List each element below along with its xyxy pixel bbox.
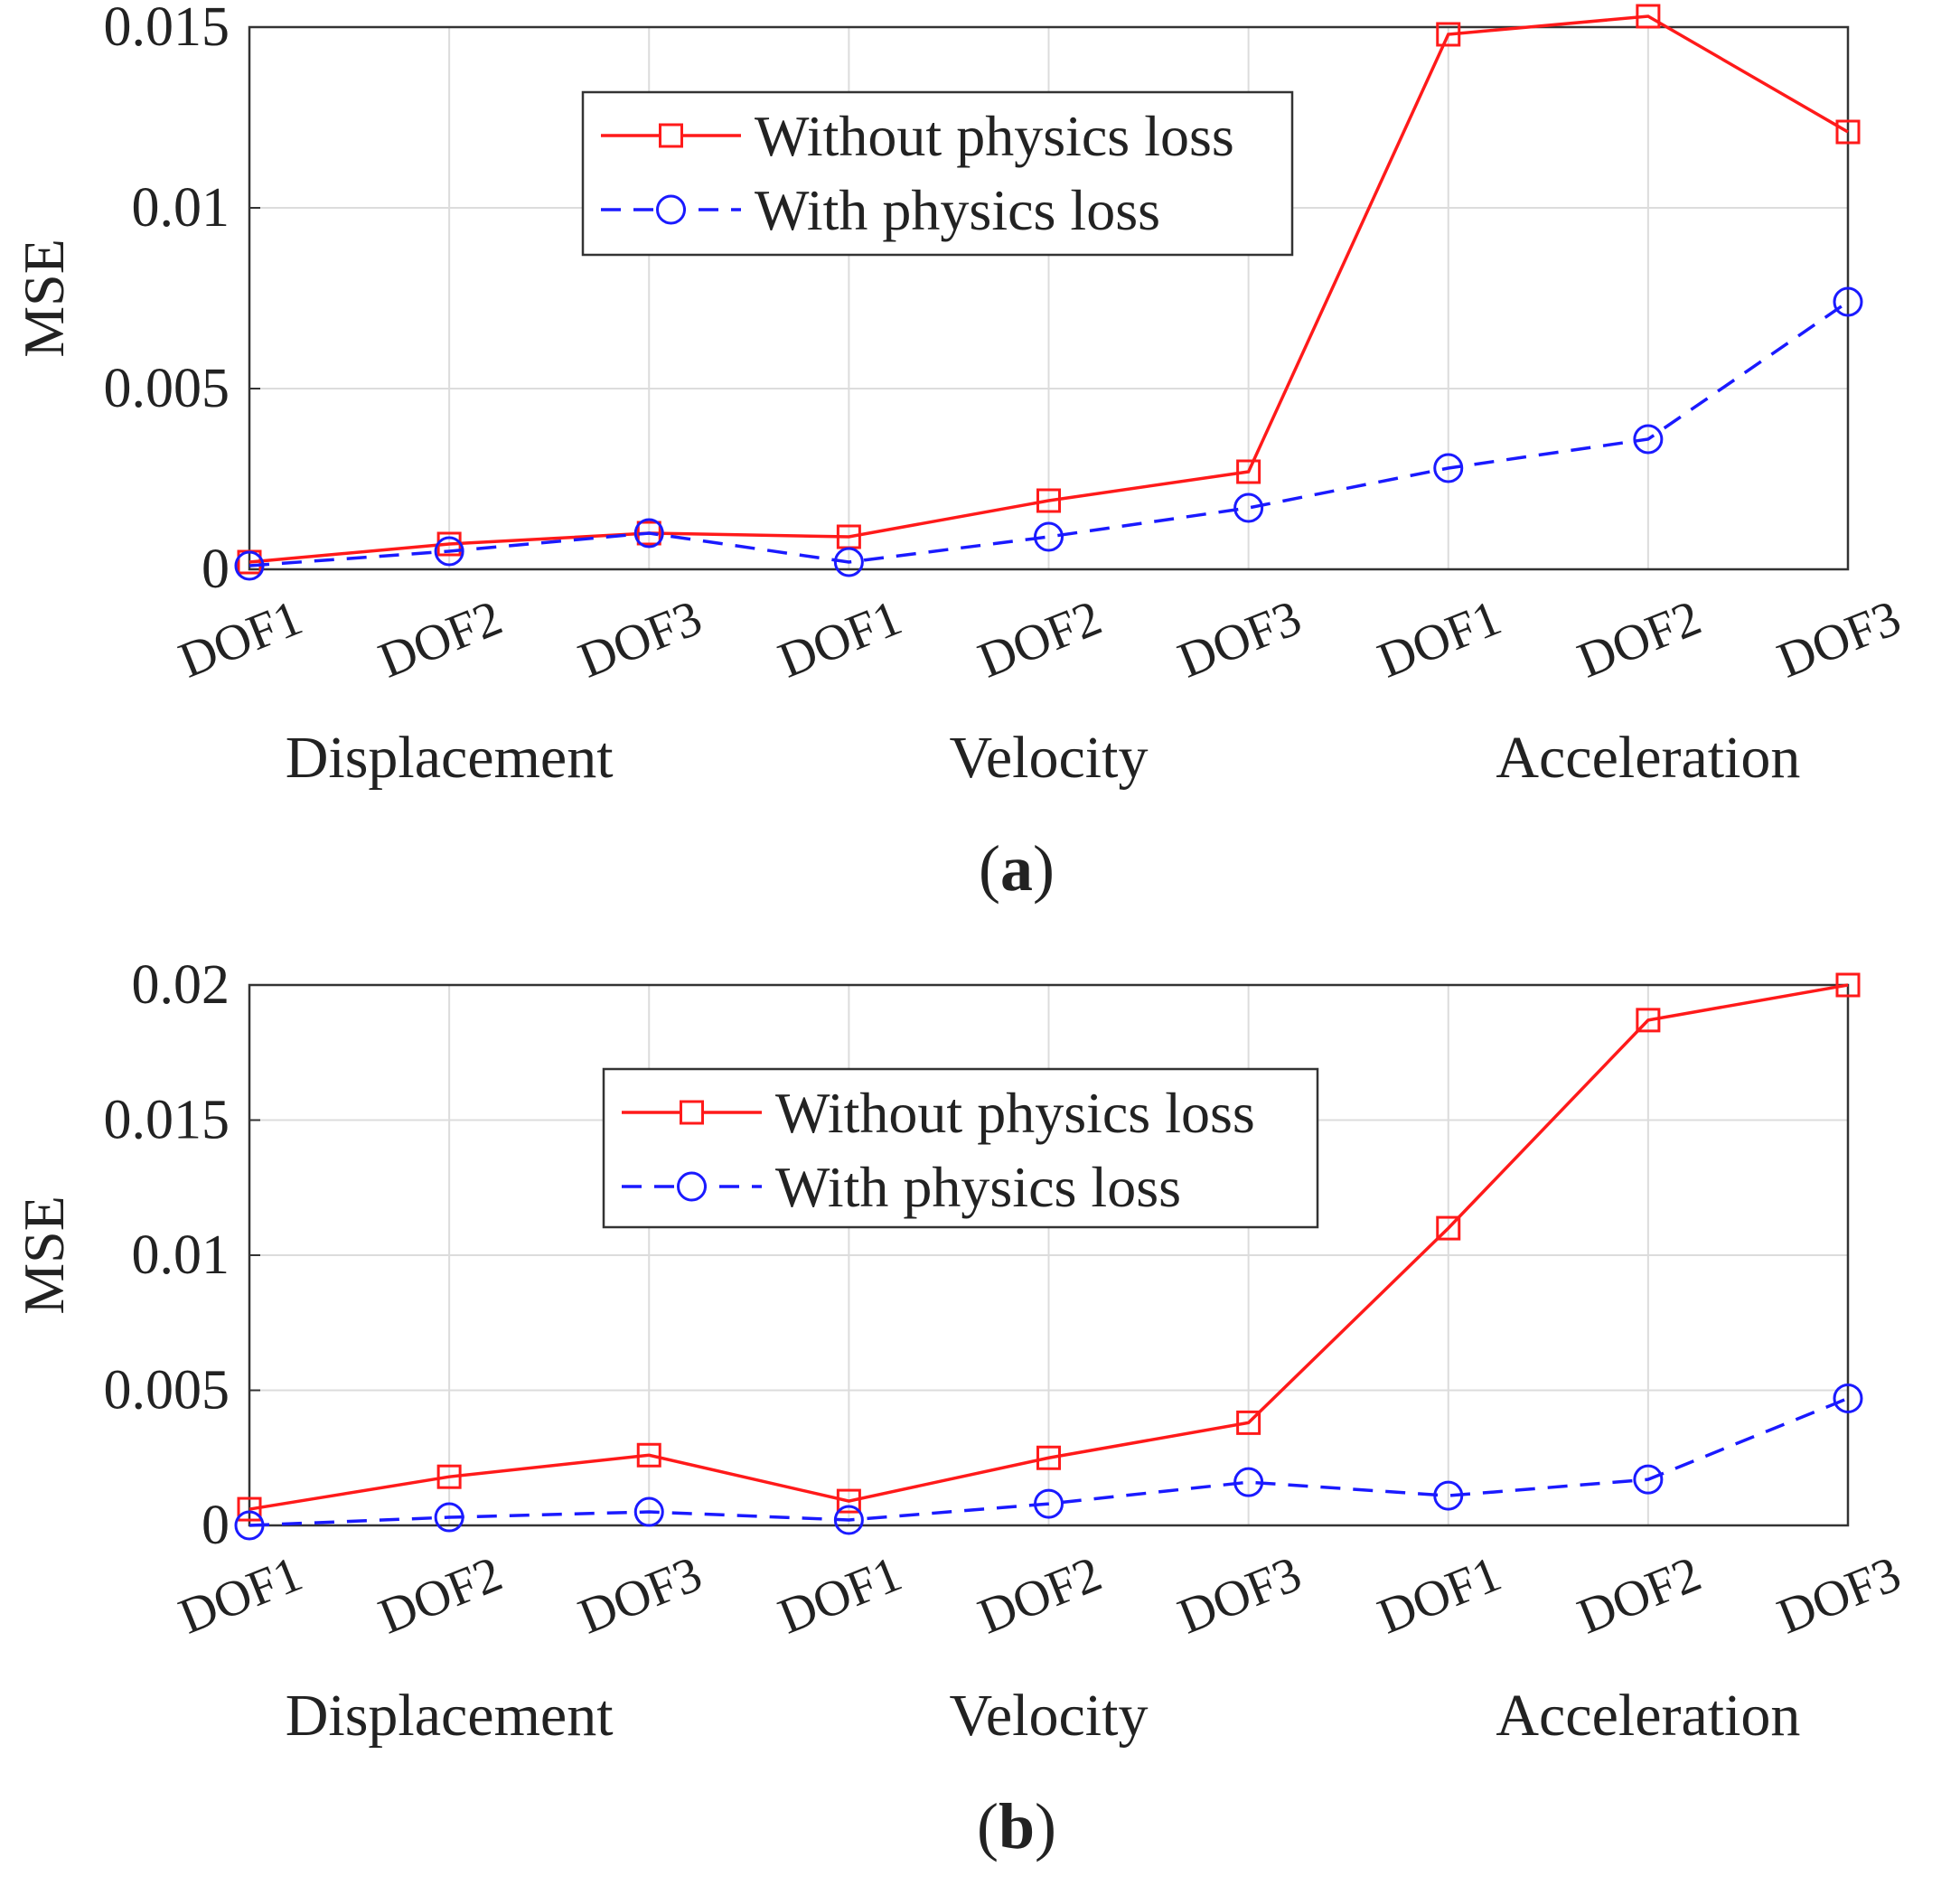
data-point-square (237, 1496, 262, 1522)
legend-marker-square (680, 1100, 704, 1125)
y-tick-label: 0.005 (104, 358, 230, 419)
x-tick-label: DOF2 (1571, 590, 1709, 690)
x-tick-label: DOF1 (172, 1546, 310, 1646)
data-point-circle (1833, 1383, 1863, 1413)
y-tick-label: 0.005 (104, 1360, 230, 1421)
x-tick-label: DOF2 (971, 590, 1109, 690)
group-label-displacement: Displacement (286, 1683, 614, 1749)
series-line (249, 14, 1849, 564)
data-point-square (1036, 488, 1061, 513)
data-point-circle (633, 1496, 664, 1527)
data-point-square (1835, 119, 1861, 145)
plot-area-frame (248, 25, 1850, 571)
group-label-velocity: Velocity (950, 1683, 1149, 1749)
chart-panel-b: 0 0.005 0.01 0.015 0.02 DOF1 DOF2 DOF3 DOF1 DOF2 D… (12, 954, 1908, 1862)
data-point-square (1636, 4, 1661, 29)
data-point-circle (1233, 1467, 1264, 1497)
x-tick-label: DOF3 (571, 590, 709, 690)
panel-caption-letter: a (1000, 832, 1033, 905)
data-point-circle (633, 518, 664, 549)
series-line (249, 1396, 1849, 1527)
y-axis-label: MSE (12, 239, 76, 358)
grid (249, 984, 1849, 1526)
series-line (249, 300, 1849, 568)
group-label-displacement: Displacement (286, 725, 614, 791)
legend-box (602, 1067, 1319, 1229)
data-point-square (636, 1442, 661, 1468)
data-point-circle (1633, 424, 1664, 455)
legend-entry-label: Without physics loss (755, 104, 1234, 168)
data-point-circle (1433, 1480, 1464, 1511)
data-point-circle (434, 536, 464, 567)
y-tick-label: 0.015 (104, 1090, 230, 1151)
y-tick-label: 0.01 (132, 177, 230, 239)
x-tick-label: DOF2 (971, 1546, 1109, 1646)
y-axis-label: MSE (12, 1196, 76, 1315)
data-point-circle (833, 1505, 864, 1535)
y-tick-label: 0 (202, 539, 230, 600)
series-with-physics-loss (234, 286, 1863, 581)
data-point-circle (1034, 1488, 1064, 1519)
data-point-square (1236, 459, 1261, 484)
x-tick-label: DOF3 (1170, 590, 1308, 690)
x-tick-label: DOF1 (1371, 1546, 1509, 1646)
data-point-circle (1633, 1464, 1664, 1495)
legend-entry-label: With physics loss (755, 178, 1160, 242)
data-point-circle (234, 1510, 265, 1541)
legend-marker-circle (677, 1171, 707, 1202)
x-tick-label: DOF3 (1770, 590, 1908, 690)
data-point-square (636, 521, 661, 546)
legend-marker-circle (656, 194, 686, 225)
y-tick-label: 0.01 (132, 1224, 230, 1286)
data-point-square (1036, 1445, 1061, 1470)
x-tick-label: DOF1 (1371, 590, 1509, 690)
group-label-acceleration: Acceleration (1496, 1683, 1800, 1749)
data-point-circle (1833, 286, 1863, 317)
legend: Without physics loss With physics loss (602, 1067, 1319, 1229)
series-with-physics-loss (234, 1383, 1863, 1541)
x-tick-label: DOF3 (1770, 1546, 1908, 1646)
series-without-physics-loss (237, 972, 1861, 1522)
data-point-square (1436, 1215, 1461, 1241)
legend: Without physics loss With physics loss (581, 90, 1294, 257)
legend-entry-label: Without physics loss (775, 1081, 1255, 1145)
chart-panel-a: 0 0.005 0.01 0.015 DOF1 DOF2 DOF3 DOF1 DOF2 DOF3 D… (12, 0, 1908, 905)
y-tick-label: 0.02 (132, 954, 230, 1016)
data-point-square (836, 1488, 861, 1514)
data-point-square (1236, 1410, 1261, 1435)
y-tick-label: 0 (202, 1495, 230, 1556)
data-point-circle (1233, 493, 1264, 523)
x-tick-label: DOF1 (771, 590, 909, 690)
data-point-circle (833, 547, 864, 577)
data-point-circle (434, 1502, 464, 1533)
legend-marker-square (659, 123, 683, 148)
legend-box (581, 90, 1294, 257)
data-point-square (436, 1464, 462, 1489)
data-point-circle (234, 550, 265, 581)
panel-caption: (b) (977, 1790, 1056, 1862)
panel-caption: (a) (979, 832, 1055, 905)
data-point-square (1835, 972, 1861, 998)
y-tick-label: 0.015 (104, 0, 230, 58)
group-label-acceleration: Acceleration (1496, 725, 1800, 791)
x-tick-label: DOF2 (371, 1546, 510, 1646)
data-point-circle (1433, 453, 1464, 483)
x-tick-label: DOF1 (771, 1546, 909, 1646)
panel-caption-letter: b (999, 1790, 1035, 1862)
data-point-square (1436, 22, 1461, 47)
x-tick-label: DOF1 (172, 590, 310, 690)
group-label-velocity: Velocity (950, 725, 1149, 791)
x-tick-label: DOF3 (1170, 1546, 1308, 1646)
data-point-square (1636, 1008, 1661, 1033)
x-tick-label: DOF2 (1571, 1546, 1709, 1646)
legend-entry-label: With physics loss (775, 1155, 1181, 1219)
series-line (249, 983, 1849, 1511)
x-tick-label: DOF2 (371, 590, 510, 690)
data-point-circle (1034, 521, 1064, 552)
x-tick-label: DOF3 (571, 1546, 709, 1646)
